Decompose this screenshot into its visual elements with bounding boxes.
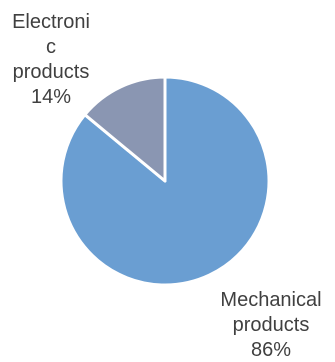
slice-label-mechanical-products: Mechanical products 86% [220, 289, 321, 361]
slice-label-line: products [233, 314, 310, 336]
slice-label-line: Electroni [12, 11, 90, 33]
slice-label-line: products [13, 61, 90, 83]
slice-label-line: Mechanical [220, 289, 321, 311]
pie-slice-electronic-products [83, 75, 167, 183]
slice-labels: Mechanical products 86% Electroni c products 1… [12, 11, 321, 361]
pie-slices [59, 75, 271, 287]
slice-label-line: c [46, 36, 56, 58]
slice-label-electronic-products: Electroni c products 14% [12, 11, 90, 108]
slice-label-line: 14% [31, 86, 71, 108]
slice-label-line: 86% [251, 339, 291, 361]
